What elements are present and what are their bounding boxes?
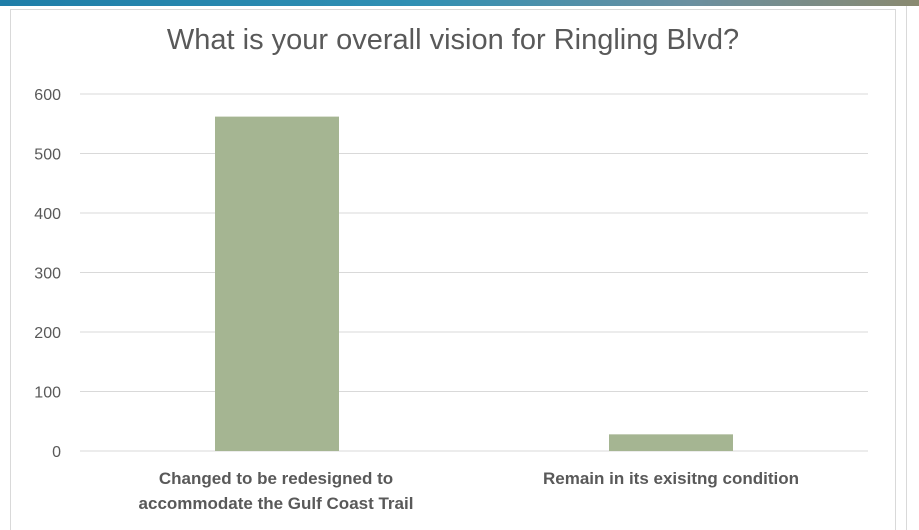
y-tick-label-300: 300 <box>34 266 61 283</box>
x-category-label-1-line-2: accommodate the Gulf Coast Trail <box>138 494 414 513</box>
x-category-label-1-line-1: Changed to be redesigned to <box>158 469 394 488</box>
y-tick-label-400: 400 <box>34 206 61 223</box>
adjacent-panel-edge <box>906 6 919 530</box>
chart-title: What is your overall vision for Ringling… <box>166 24 740 56</box>
x-category-label-1: Changed to be redesigned to accommodate … <box>111 466 441 516</box>
y-tick-label-200: 200 <box>34 325 61 342</box>
x-category-label-2: Remain in its exisitng condition <box>506 466 836 491</box>
y-tick-label-500: 500 <box>34 147 61 164</box>
y-tick-label-600: 600 <box>34 87 61 104</box>
chart-frame <box>10 9 896 530</box>
x-category-label-2-line-1: Remain in its exisitng condition <box>543 469 799 488</box>
bar-2 <box>609 434 733 451</box>
y-tick-label-0: 0 <box>52 444 61 461</box>
bar-1 <box>215 116 339 452</box>
y-tick-label-100: 100 <box>34 385 61 402</box>
top-accent-band <box>0 0 919 6</box>
